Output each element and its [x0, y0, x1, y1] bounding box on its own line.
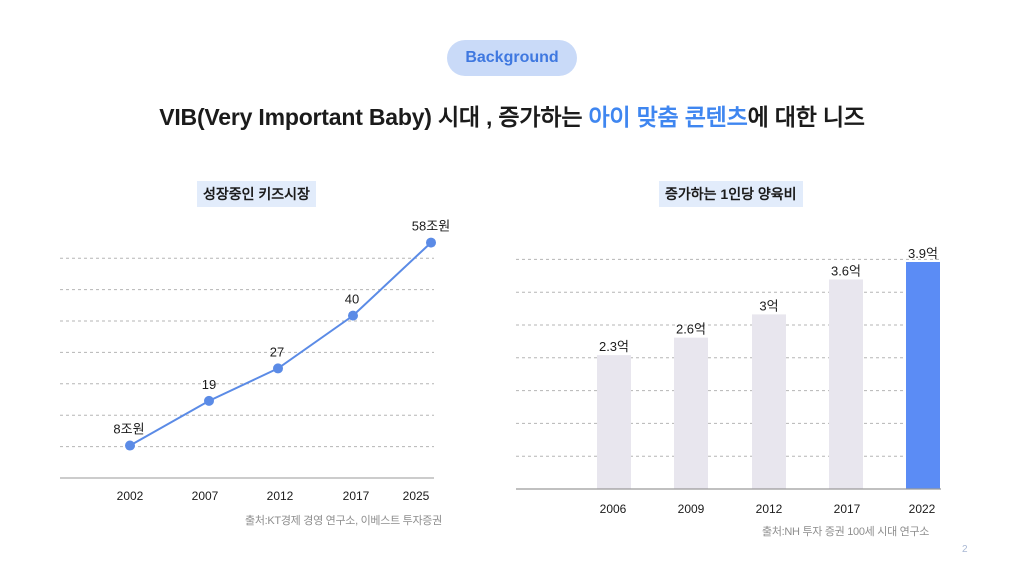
- childcare-cost-source: 출처:NH 투자 증권 100세 시대 연구소: [762, 526, 930, 538]
- x-tick-label: 2017: [343, 489, 370, 503]
- x-tick-label: 2006: [600, 502, 627, 516]
- data-point: [348, 310, 358, 321]
- data-point: [426, 237, 436, 248]
- x-tick-label: 2012: [756, 502, 783, 516]
- data-label: 8조원: [113, 422, 144, 437]
- data-label: 27: [270, 344, 284, 359]
- bar: [829, 279, 863, 489]
- title-part-2: 에 대한 니즈: [747, 104, 865, 130]
- x-tick-label: 2025: [403, 489, 430, 503]
- title-part-1: VIB(Very Important Baby) 시대 , 증가하는: [159, 104, 589, 130]
- bar: [674, 337, 708, 489]
- data-point: [273, 363, 283, 374]
- bar: [752, 314, 786, 489]
- data-label: 3.9억: [908, 246, 938, 261]
- x-tick-label: 2009: [678, 502, 705, 516]
- x-tick-label: 2012: [267, 489, 294, 503]
- kids-market-source: 출처:KT경제 경영 연구소, 이베스트 투자증권: [245, 515, 442, 527]
- data-point: [125, 440, 135, 451]
- kids-market-line-chart: 8조원 19 27 40 58조원 2002 2007 2012 2017 2025: [60, 219, 450, 503]
- data-label: 3억: [759, 298, 778, 313]
- title-highlight: 아이 맞춤 콘텐츠: [588, 104, 748, 130]
- background-badge: Background: [447, 40, 577, 76]
- data-point: [204, 395, 214, 406]
- data-label: 40: [345, 292, 359, 307]
- bar: [906, 262, 940, 489]
- data-label: 58조원: [412, 219, 450, 234]
- page-title: VIB(Very Important Baby) 시대 , 증가하는 아이 맞춤…: [0, 98, 1024, 132]
- x-tick-label: 2022: [909, 502, 936, 516]
- bar: [597, 355, 631, 489]
- page-number: 2: [962, 544, 968, 555]
- x-tick-label: 2007: [192, 489, 219, 503]
- x-tick-label: 2017: [834, 502, 861, 516]
- data-label: 3.6억: [831, 263, 861, 278]
- data-label: 2.6억: [676, 322, 706, 337]
- kids-market-chart-title: 성장중인 키즈시장: [197, 181, 316, 207]
- childcare-cost-bar-chart: 2.3억 2.6억 3억 3.6억 3.9억 2006 2009 2012 2017 2022: [516, 246, 941, 516]
- childcare-cost-chart-title: 증가하는 1인당 양육비: [659, 181, 803, 207]
- x-tick-label: 2002: [117, 489, 144, 503]
- data-label: 19: [202, 377, 216, 392]
- data-label: 2.3억: [599, 339, 629, 354]
